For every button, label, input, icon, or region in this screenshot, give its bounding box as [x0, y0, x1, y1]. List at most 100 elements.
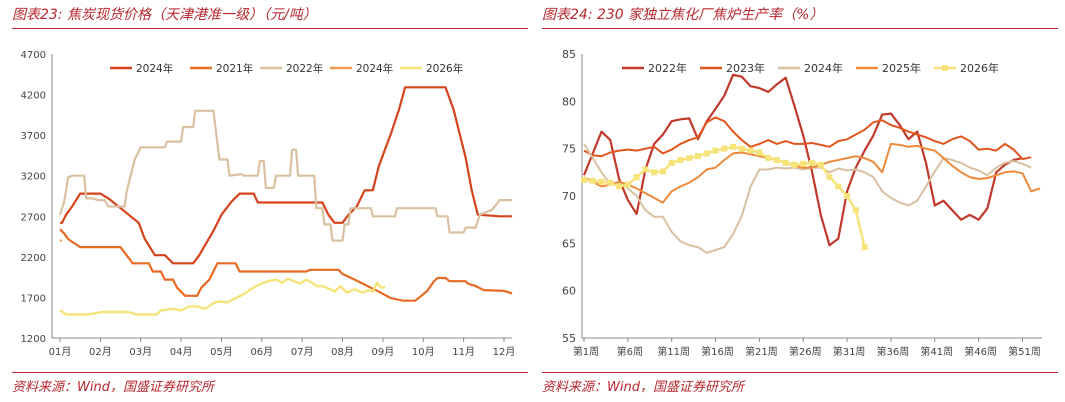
x-tick-label: 03月	[129, 346, 152, 358]
legend-label: 2026年	[426, 62, 463, 75]
coke-price-chart: 1200 1700 2200 2700 3200 3700 4200 4700 01月 02月 03…	[21, 50, 516, 358]
legend-item: 2026年	[934, 61, 999, 75]
series-marker	[712, 147, 719, 154]
y-tick-label: 80	[562, 95, 576, 108]
x-tick-label: 01月	[49, 346, 72, 358]
x-tick-label: 第51周	[1008, 345, 1041, 358]
legend-label: 2024年	[804, 61, 843, 75]
y-tick-label: 85	[562, 48, 576, 61]
chart-source: 资料来源：Wind，国盛证券研究所	[542, 380, 744, 395]
legend-item: 2025年	[856, 61, 921, 75]
x-tick-label: 09月	[372, 346, 395, 358]
chart-title: 图表24: 230 家独立焦化厂焦炉生产率（%）	[542, 7, 824, 23]
legend-label: 2023年	[726, 61, 765, 75]
y-tick-label: 2200	[21, 253, 46, 264]
y-tick-label: 60	[562, 285, 576, 298]
footer-divider	[542, 372, 1058, 373]
series-marker	[642, 166, 649, 173]
x-tick-label: 10月	[412, 346, 435, 358]
y-tick-label: 75	[562, 143, 576, 156]
legend-label: 2024年	[356, 62, 393, 75]
series-line-3	[583, 142, 1041, 204]
series-line-4	[59, 277, 386, 316]
series-marker	[791, 161, 798, 168]
series-line-2	[583, 143, 1032, 254]
series-marker	[695, 153, 701, 160]
series-line-0	[60, 86, 513, 265]
series-line-2	[58, 109, 513, 242]
coke-utilization-panel: 图表24: 230 家独立焦化厂焦炉生产率（%） 55 60 65 70 75 80 85 第…	[542, 0, 1062, 402]
series-marker	[852, 207, 859, 214]
footer-divider	[12, 372, 528, 373]
x-tick-label: 第11周	[657, 345, 690, 358]
legend-label: 2021年	[216, 62, 253, 75]
legend-item: 2024年	[110, 62, 173, 75]
y-tick-label: 2700	[21, 212, 46, 223]
series-marker	[616, 183, 623, 190]
series-marker	[773, 157, 780, 163]
title-divider	[542, 28, 1058, 29]
legend-label: 2022年	[286, 62, 323, 75]
series-marker	[861, 244, 868, 251]
series-marker	[659, 168, 666, 175]
series-marker	[703, 150, 710, 157]
x-tick-label: 08月	[331, 346, 354, 358]
y-tick-label: 55	[562, 332, 576, 345]
series-marker	[686, 155, 693, 162]
legend-label: 2024年	[136, 62, 173, 75]
chart-source: 资料来源：Wind，国盛证券研究所	[12, 380, 214, 395]
x-tick-label: 第6周	[617, 345, 643, 358]
series-marker	[589, 177, 596, 184]
legend-item: 2024年	[330, 62, 393, 75]
series-marker	[607, 179, 614, 186]
series-marker	[730, 143, 737, 150]
x-tick-label: 第36周	[877, 345, 910, 358]
x-tick-label: 第26周	[789, 345, 822, 358]
x-tick-label: 07月	[291, 346, 314, 358]
chart-title: 图表23: 焦炭现货价格（天津港准一级）（元/吨）	[12, 7, 317, 23]
series-marker	[835, 183, 842, 190]
series-marker	[756, 149, 763, 156]
coke-price-panel: 图表23: 焦炭现货价格（天津港准一级）（元/吨） 1200 1700 2200 27…	[12, 0, 532, 402]
legend-label: 2025年	[882, 61, 921, 75]
legend-item: 2022年	[622, 61, 687, 75]
legend-item: 2023年	[700, 61, 765, 75]
y-tick-label: 1200	[21, 334, 46, 345]
x-tick-label: 第31周	[833, 345, 866, 358]
x-tick-label: 12月	[493, 346, 516, 358]
series-line-1	[583, 116, 1032, 161]
series-marker	[826, 174, 833, 181]
series-marker	[800, 160, 807, 167]
series-marker	[581, 176, 587, 183]
legend-item: 2026年	[400, 62, 463, 75]
legend-item: 2022年	[260, 62, 323, 75]
x-tick-label: 05月	[210, 346, 233, 358]
series-marker	[809, 159, 815, 166]
series-marker	[738, 145, 745, 152]
x-tick-label: 04月	[170, 346, 193, 358]
legend-item: 2024年	[778, 61, 843, 75]
x-tick-label: 02月	[89, 346, 112, 358]
y-tick-label: 65	[562, 237, 576, 250]
legend-marker	[942, 65, 948, 71]
series-marker	[817, 161, 824, 168]
x-tick-label: 第41周	[920, 345, 953, 358]
y-tick-label: 1700	[21, 293, 46, 304]
series-line-1	[59, 228, 513, 302]
series-marker	[765, 155, 772, 162]
x-tick-label: 第16周	[701, 345, 734, 358]
y-tick-label: 3700	[21, 131, 46, 142]
x-tick-label: 11月	[452, 346, 475, 358]
legend-label: 2022年	[648, 61, 687, 75]
legend-label: 2026年	[960, 61, 999, 75]
title-divider	[12, 28, 528, 29]
x-tick-label: 第21周	[745, 345, 778, 358]
series-marker	[747, 147, 754, 154]
series-line-0	[582, 73, 1023, 247]
series-marker	[651, 169, 658, 176]
x-tick-label: 第46周	[964, 345, 997, 358]
series-marker	[633, 174, 640, 181]
x-tick-label: 06月	[250, 346, 273, 358]
y-tick-label: 4700	[21, 50, 46, 61]
series-marker	[624, 181, 631, 188]
